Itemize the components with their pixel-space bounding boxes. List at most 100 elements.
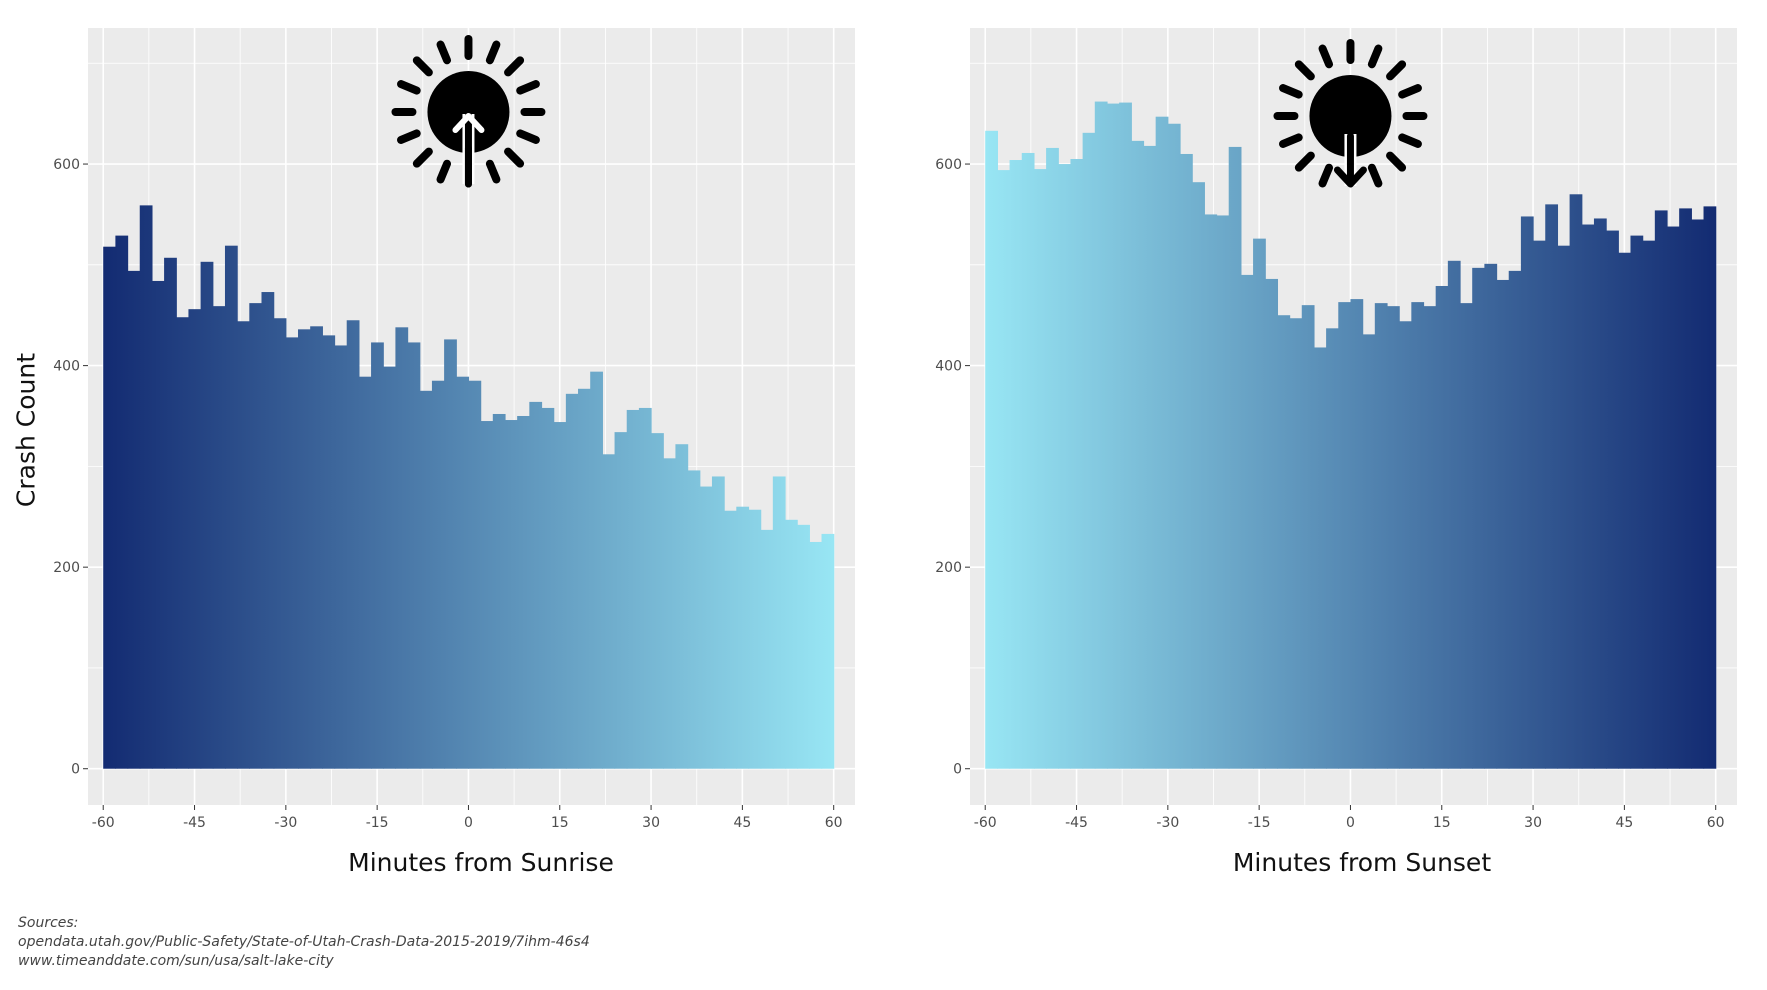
histogram-bar: [1581, 224, 1595, 769]
sun-ray: [436, 40, 452, 65]
histogram-bar: [1216, 215, 1230, 769]
sun-ray: [412, 56, 433, 77]
histogram-bar: [1313, 347, 1327, 769]
histogram-bar: [517, 415, 530, 769]
sun-ray: [436, 159, 452, 184]
histogram-bar: [1533, 240, 1546, 769]
y-tick-label: 600: [53, 157, 80, 173]
histogram-bar: [1691, 219, 1705, 769]
histogram-bar: [1119, 102, 1132, 769]
histogram-bar: [614, 432, 628, 769]
histogram-bar: [358, 376, 372, 769]
histogram-bar: [1253, 238, 1266, 769]
histogram-bar: [1094, 101, 1108, 769]
sun-ray: [1398, 133, 1422, 148]
x-tick-label: 0: [464, 815, 473, 831]
histogram-bar: [1167, 123, 1181, 769]
histogram-bar: [699, 486, 713, 769]
sun-ray: [504, 147, 525, 168]
histogram-bar: [468, 380, 482, 769]
histogram-bar: [115, 235, 129, 769]
histogram-bar: [261, 292, 275, 769]
histogram-bar: [419, 390, 433, 769]
histogram-bar: [1435, 285, 1449, 769]
arrow-head: [1333, 166, 1367, 188]
x-tick-label: -30: [274, 815, 297, 831]
histogram-bar: [139, 205, 153, 769]
histogram-bar: [127, 270, 141, 769]
histogram-bar: [1460, 303, 1473, 769]
histogram-bar: [1070, 159, 1084, 769]
y-tick-label: 0: [953, 762, 962, 778]
histogram-bar: [809, 541, 823, 769]
histogram-bar: [736, 506, 750, 769]
histogram-bar: [383, 366, 397, 769]
histogram-bar: [651, 433, 664, 769]
histogram-bar: [237, 321, 250, 769]
histogram-bar: [687, 470, 701, 769]
histogram-bar: [711, 476, 725, 769]
histogram-bar: [1618, 252, 1632, 769]
histogram-bar: [1301, 305, 1315, 769]
x-axis-title-sunrise: Minutes from Sunrise: [348, 848, 614, 877]
histogram-bar: [1520, 216, 1534, 769]
y-tick-label: 0: [71, 762, 80, 778]
x-tick-label: -60: [974, 815, 997, 831]
y-axis-title-text: Crash Count: [11, 352, 41, 508]
histogram-bar: [1569, 194, 1583, 769]
sun-ray: [1367, 44, 1383, 69]
sun-ray: [397, 129, 421, 144]
histogram-bar: [1338, 302, 1352, 769]
sun-ray: [516, 129, 540, 144]
sun-ray: [1398, 84, 1422, 99]
histogram-bar: [346, 320, 360, 769]
histogram-bar: [1155, 116, 1169, 769]
arrow-head: [452, 113, 485, 133]
histogram-bar: [176, 317, 190, 769]
sun-ray: [516, 80, 540, 95]
histogram-bar: [1204, 214, 1218, 769]
histogram-bar: [395, 327, 409, 769]
histogram-bar: [322, 335, 336, 769]
sunset-icon: [1273, 39, 1428, 188]
histogram-bar: [224, 245, 238, 769]
histogram-bar: [188, 309, 202, 769]
histogram-bar: [1143, 145, 1157, 769]
histogram-bar: [1289, 318, 1303, 769]
x-tick-label: -15: [366, 815, 389, 831]
histogram-bar: [407, 342, 421, 769]
sun-ray: [485, 40, 501, 65]
y-tick-label: 200: [935, 560, 962, 576]
histogram-bar: [285, 337, 299, 769]
histogram-bar: [578, 388, 591, 769]
sunrise-icon: [391, 35, 546, 188]
histogram-bar: [1411, 302, 1425, 769]
x-tick-label: -45: [183, 815, 206, 831]
histogram-bar: [480, 421, 494, 769]
histogram-bar: [1192, 182, 1205, 769]
histogram-bar: [985, 130, 998, 769]
histogram-bar: [1606, 230, 1619, 769]
histogram-bar: [1106, 103, 1120, 769]
histogram-bar: [724, 510, 737, 769]
histogram-bar: [748, 509, 762, 769]
histogram-bar: [626, 409, 640, 769]
histogram-bar: [444, 339, 457, 769]
sun-ray: [1294, 60, 1315, 81]
x-tick-label: 30: [642, 815, 660, 831]
histogram-bar: [200, 261, 214, 769]
histogram-bar: [1496, 279, 1510, 769]
histogram-bar: [1386, 306, 1400, 769]
histogram-bar: [1642, 240, 1656, 769]
sun-ray: [1279, 133, 1303, 148]
histogram-bar: [1679, 208, 1692, 769]
histogram-bar: [1277, 315, 1291, 769]
histogram-bar: [638, 407, 652, 769]
histogram-bar: [1593, 218, 1607, 769]
sun-ray: [1294, 151, 1315, 172]
histogram-bar: [1508, 270, 1522, 769]
histogram-bar: [663, 458, 677, 769]
chart-panel-2: 0 200 400 600 -60 -45 -30 -15 0 15 30 45 60: [935, 28, 1737, 831]
histogram-bar: [1654, 210, 1668, 769]
